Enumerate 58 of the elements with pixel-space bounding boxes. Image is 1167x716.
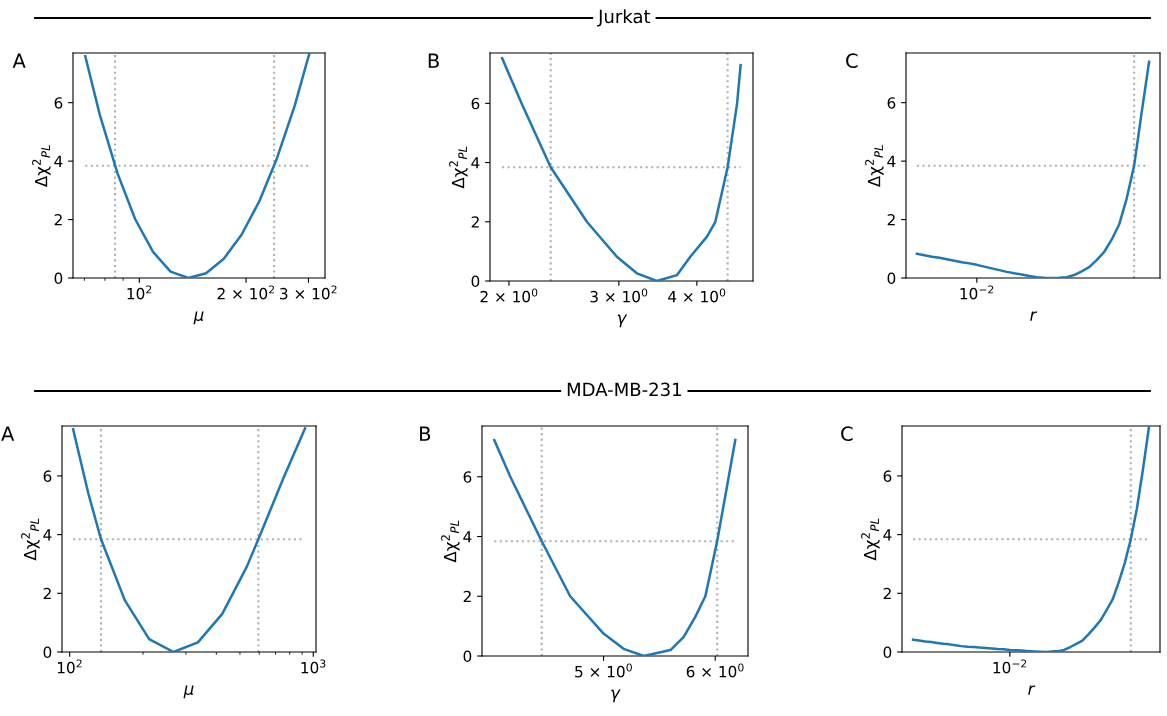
x-axis-title: μ — [183, 685, 194, 699]
x-tick-label: 2 × 10$^{2}$ — [217, 285, 275, 300]
line-series — [911, 426, 1151, 652]
x-tick-label: 10$^{2}$ — [127, 285, 152, 300]
x-axis-title: r — [1028, 685, 1036, 695]
x-tick-label: 3 × 10$^{2}$ — [280, 285, 337, 300]
y-tick-label: 6 — [43, 470, 52, 482]
y-axis-title: Δχ$^{2}$$_{PL}$ — [441, 520, 460, 563]
x-tick-label: 10$^{−2}$ — [993, 659, 1027, 674]
y-tick-label: 0 — [887, 272, 896, 285]
x-tick-label: 5 × 10$^{0}$ — [575, 663, 632, 678]
y-tick-label: 4 — [471, 157, 480, 169]
y-tick-label: 2 — [54, 214, 62, 226]
y-tick-label: 4 — [887, 155, 896, 167]
y-tick-label: 4 — [43, 529, 52, 541]
y-tick-label: 4 — [883, 529, 892, 541]
y-axis-title: Δχ$^{2}$$_{PL}$ — [449, 146, 468, 189]
y-tick-label: 2 — [887, 214, 895, 226]
y-tick-label: 0 — [471, 275, 480, 288]
y-axis-title: Δχ$^{2}$$_{PL}$ — [21, 518, 40, 561]
chart-subtitle: MDA-MB-231 — [567, 382, 681, 397]
chart-title: A — [1, 426, 15, 441]
y-tick-label: 4 — [54, 155, 63, 167]
x-tick-label: 2 × 10$^{0}$ — [480, 288, 538, 303]
y-tick-label: 2 — [463, 590, 471, 603]
line-series — [915, 60, 1151, 278]
x-tick-label: 10$^{2}$ — [57, 659, 82, 674]
chart-title: C — [846, 53, 858, 69]
x-axis-title: r — [1030, 311, 1038, 321]
chart-title: B — [420, 426, 431, 441]
y-tick-label: 6 — [887, 97, 896, 109]
x-axis-title: γ — [617, 314, 628, 328]
y-axis-title: Δχ$^{2}$$_{PL}$ — [861, 518, 880, 561]
chart-title: A — [12, 53, 26, 68]
y-tick-label: 6 — [463, 471, 472, 483]
x-tick-label: 4 × 10$^{0}$ — [668, 288, 726, 303]
x-tick-label: 10$^{3}$ — [301, 659, 326, 674]
y-tick-label: 2 — [471, 216, 479, 228]
chart-subtitle: Jurkat — [597, 9, 651, 27]
y-tick-label: 0 — [463, 650, 472, 663]
chart-title: B — [428, 53, 439, 68]
y-tick-label: 2 — [43, 587, 51, 600]
y-tick-label: 0 — [43, 646, 52, 659]
y-tick-label: 0 — [883, 646, 892, 659]
x-tick-label: 3 × 10$^{0}$ — [590, 288, 648, 303]
y-axis-title: Δχ$^{2}$$_{PL}$ — [865, 145, 884, 188]
y-tick-label: 6 — [883, 470, 892, 482]
y-axis-title: Δχ$^{2}$$_{PL}$ — [32, 145, 51, 188]
y-tick-label: 2 — [883, 587, 891, 600]
x-axis-title: γ — [611, 689, 621, 703]
x-axis-title: μ — [193, 311, 204, 325]
y-tick-label: 4 — [463, 531, 472, 543]
chart-title: C — [841, 426, 853, 442]
y-tick-label: 0 — [54, 272, 63, 285]
x-tick-label: 10$^{−2}$ — [960, 285, 994, 300]
y-tick-label: 6 — [54, 97, 63, 109]
y-tick-label: 6 — [471, 97, 480, 110]
x-tick-label: 6 × 10$^{0}$ — [686, 663, 744, 678]
